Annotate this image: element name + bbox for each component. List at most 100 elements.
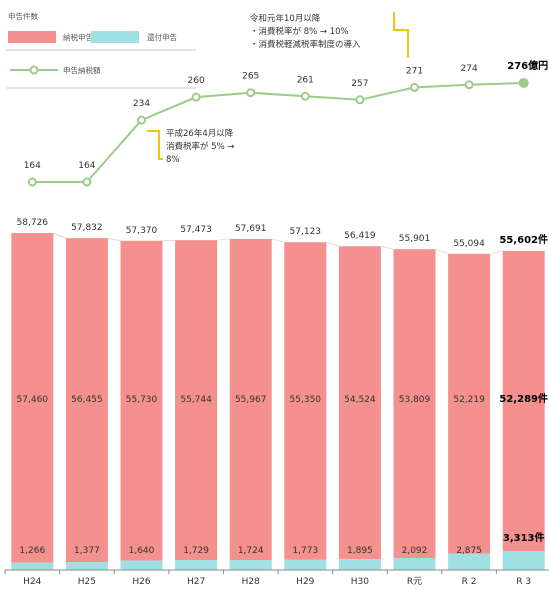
legend-label-refund: 還付申告 [147, 33, 177, 42]
bar-filing [284, 242, 327, 560]
annotation-r1: 令和元年10月以降 ・消費税率が 8% → 10% ・消費税軽減税率制度の導入 [250, 14, 361, 50]
legend-line-icon [10, 65, 58, 75]
bar-filing [448, 253, 491, 554]
tax-label: 164 [78, 161, 95, 171]
tax-label: 260 [188, 76, 205, 86]
filing-label: 53,809 [399, 395, 431, 405]
x-tick-label: R 2 [462, 577, 477, 587]
tax-point [518, 78, 529, 88]
x-tick-label: R元 [407, 577, 422, 587]
tax-point [137, 115, 146, 125]
bar-refund [393, 557, 436, 570]
refund-label: 2,092 [402, 546, 428, 556]
legend-label-tax: 申告納税額 [63, 66, 101, 75]
tax-line-path [32, 82, 524, 183]
refund-label: 1,895 [347, 546, 373, 556]
bar-refund [338, 559, 381, 570]
bar-refund [120, 560, 163, 570]
x-axis: H24 H25 H26 H27 H28 H29 H30 R元 R 2 R 3 [4, 569, 549, 587]
bar-connector [435, 248, 449, 255]
total-label: 55,094 [453, 239, 485, 249]
refund-label: 1,377 [74, 546, 100, 556]
filing-label: 56,455 [71, 395, 103, 405]
total-label: 58,726 [17, 218, 49, 228]
tax-point [82, 177, 92, 187]
filing-label: 55,730 [126, 395, 158, 405]
total-label: 57,473 [180, 225, 212, 235]
tax-line-series [27, 78, 529, 187]
legend-swatch-filing [8, 31, 56, 43]
bar-refund [65, 562, 108, 570]
total-label: 57,123 [290, 227, 322, 237]
x-tick-label: H29 [296, 577, 314, 587]
bar-gap-lines [6, 49, 503, 255]
bar-connector [107, 237, 121, 242]
tax-point [410, 82, 419, 92]
x-tick-label: H25 [78, 577, 96, 587]
bar-refund [448, 553, 491, 570]
tax-point [191, 92, 201, 102]
annotation-bracket-r1 [393, 12, 409, 58]
bar-filing [338, 246, 381, 560]
total-label: 56,419 [344, 231, 376, 241]
filing-label: 55,744 [180, 395, 212, 405]
refund-label: 1,640 [129, 546, 155, 556]
filing-label: 54,524 [344, 395, 376, 405]
x-tick-label: H26 [132, 577, 150, 587]
refund-label: 3,313件 [503, 531, 545, 544]
tax-label: 274 [461, 64, 478, 74]
refund-label: 2,875 [456, 546, 482, 556]
total-label: 55,901 [399, 234, 431, 244]
total-label: 57,691 [235, 224, 267, 234]
bar-filing [229, 238, 272, 561]
annotation-bracket-h26 [147, 130, 163, 160]
bar-connector [217, 238, 230, 241]
bar-connector [271, 238, 285, 243]
bar-connector [380, 245, 394, 250]
bar-filing [175, 240, 218, 561]
x-tick-label: H28 [242, 577, 260, 587]
refund-label: 1,724 [238, 546, 264, 556]
bar-refund [502, 550, 545, 570]
tax-label: 234 [133, 99, 150, 109]
tax-point [355, 95, 365, 105]
legend-title: 申告件数 [8, 12, 38, 21]
tax-point [464, 80, 474, 90]
refund-label: 1,773 [292, 546, 318, 556]
bar-connector [489, 250, 503, 255]
stacked-bars [11, 233, 545, 570]
tax-point [27, 177, 37, 187]
filing-label: 57,460 [17, 395, 49, 405]
bar-refund [11, 562, 54, 570]
refund-label: 1,729 [183, 546, 209, 556]
x-tick-label: H27 [187, 577, 205, 587]
bar-refund [284, 559, 327, 570]
data-labels: 58,726 57,460 1,266 57,832 56,455 1,377 57,370… [17, 59, 549, 556]
bar-refund [229, 560, 272, 570]
tax-label: 261 [297, 75, 314, 85]
bar-filing [120, 240, 163, 561]
bar-connector [326, 241, 340, 247]
tax-point [246, 88, 256, 98]
annotation-markers [147, 12, 409, 160]
bar-connector [53, 232, 67, 239]
filing-label: 52,219 [453, 395, 485, 405]
x-tick-label: R 3 [516, 577, 531, 587]
total-label: 55,602件 [499, 233, 548, 246]
legend-label-filing: 納税申告 [63, 33, 93, 42]
tax-label: 257 [351, 79, 368, 89]
x-tick-label: H24 [23, 577, 41, 587]
tax-label: 276億円 [507, 59, 548, 72]
filing-label: 52,289件 [499, 392, 548, 405]
bar-filing [393, 249, 436, 558]
legend-swatch-refund [91, 31, 139, 43]
filing-label: 55,350 [290, 395, 322, 405]
tax-label: 271 [406, 66, 423, 76]
bar-filing [502, 250, 545, 551]
tax-label: 265 [242, 72, 259, 82]
refund-label: 1,266 [19, 546, 45, 556]
annotation-h26: 平成26年4月以降 消費税率が 5% → 8% [166, 129, 235, 165]
total-label: 57,370 [126, 226, 158, 236]
filing-label: 55,967 [235, 395, 267, 405]
